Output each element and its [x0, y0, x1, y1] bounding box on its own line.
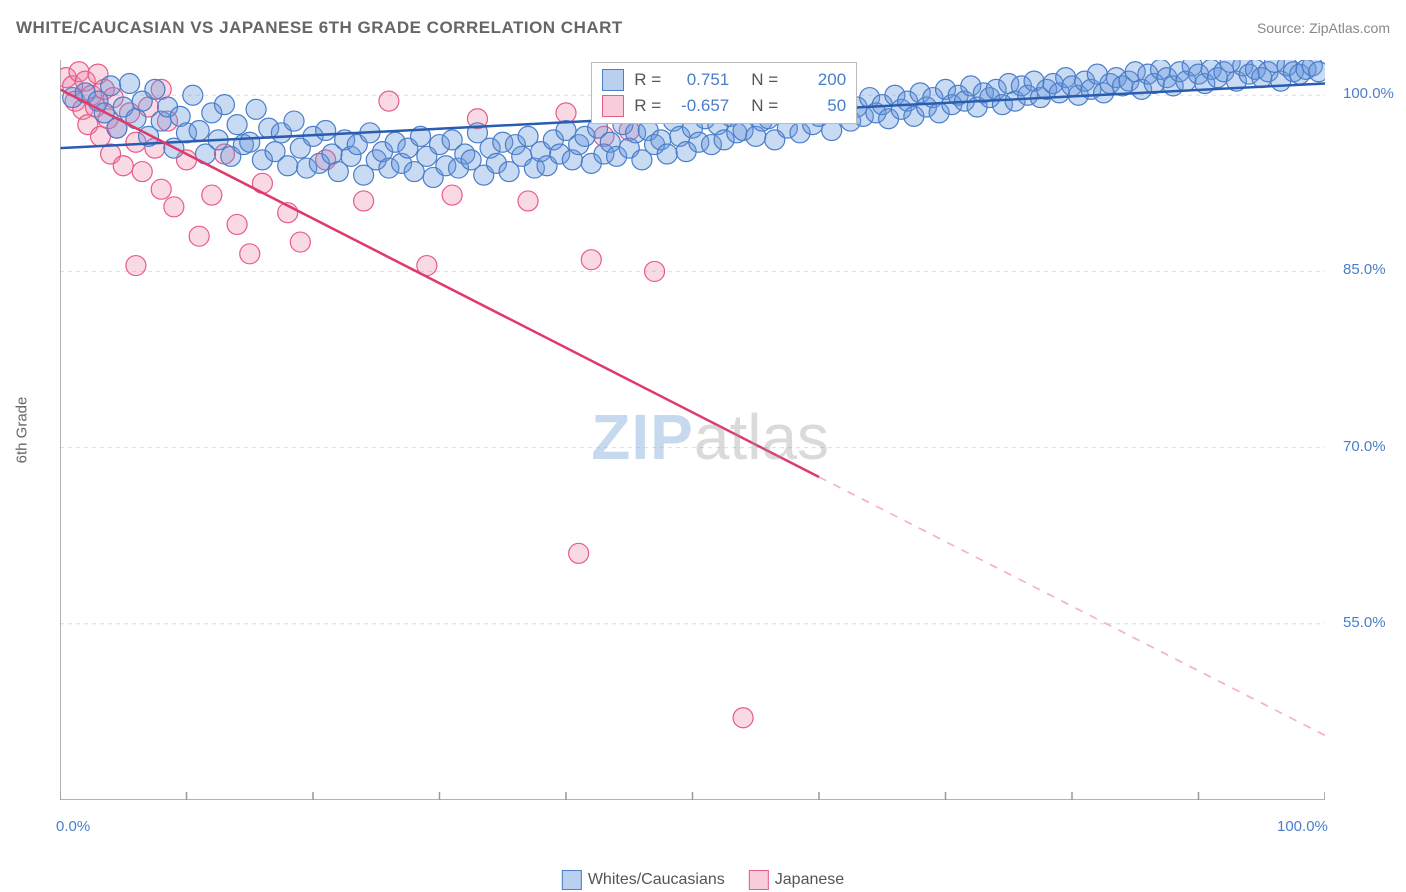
- chart-header: WHITE/CAUCASIAN VS JAPANESE 6TH GRADE CO…: [16, 18, 1390, 38]
- chart-svg: [60, 60, 1325, 800]
- legend-label: Whites/Caucasians: [588, 871, 725, 889]
- y-tick-label: 70.0%: [1343, 438, 1386, 455]
- stats-row: R =0.751N =200: [592, 67, 856, 93]
- legend-item: Whites/Caucasians: [562, 870, 725, 890]
- legend-swatch-icon: [562, 870, 582, 890]
- stats-swatch-icon: [602, 95, 624, 117]
- chart-source: Source: ZipAtlas.com: [1257, 20, 1390, 36]
- y-tick-label: 85.0%: [1343, 261, 1386, 278]
- legend-bottom: Whites/Caucasians Japanese: [562, 870, 844, 890]
- stats-row: R =-0.657N =50: [592, 93, 856, 119]
- legend-item: Japanese: [749, 870, 844, 890]
- stats-swatch-icon: [602, 69, 624, 91]
- legend-label: Japanese: [775, 871, 844, 889]
- y-axis-label: 6th Grade: [14, 397, 31, 464]
- chart-title: WHITE/CAUCASIAN VS JAPANESE 6TH GRADE CO…: [16, 18, 623, 38]
- y-tick-label: 55.0%: [1343, 614, 1386, 631]
- chart-plot-area: ZIPatlas R =0.751N =200R =-0.657N =50: [60, 60, 1325, 800]
- x-tick-label: 100.0%: [1277, 818, 1328, 835]
- legend-swatch-icon: [749, 870, 769, 890]
- y-tick-label: 100.0%: [1343, 85, 1394, 102]
- correlation-stats-box: R =0.751N =200R =-0.657N =50: [591, 62, 857, 124]
- x-tick-label: 0.0%: [56, 818, 90, 835]
